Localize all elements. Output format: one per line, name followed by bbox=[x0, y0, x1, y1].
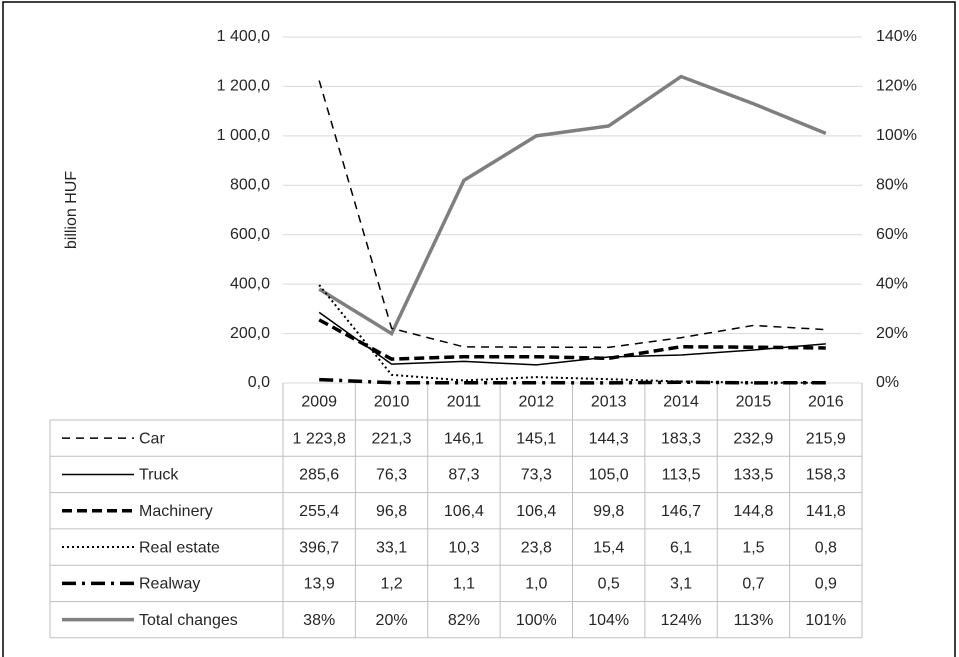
table-value: 87,3 bbox=[448, 467, 479, 484]
x-tick-label: 2016 bbox=[808, 394, 844, 411]
table-value: 1,0 bbox=[525, 576, 547, 593]
table-value: 99,8 bbox=[593, 503, 624, 520]
table-value: 6,1 bbox=[670, 539, 692, 556]
table-value: 101% bbox=[805, 612, 846, 629]
y-tick-label: 400,0 bbox=[230, 275, 270, 292]
x-tick-label: 2012 bbox=[519, 394, 555, 411]
table-value: 1,1 bbox=[453, 576, 475, 593]
table-value: 146,7 bbox=[661, 503, 701, 520]
table-value: 96,8 bbox=[376, 503, 407, 520]
table-value: 215,9 bbox=[806, 430, 846, 447]
y-tick-label: 1 200,0 bbox=[217, 78, 270, 95]
legend-label: Total changes bbox=[139, 612, 238, 629]
table-value: 145,1 bbox=[516, 430, 556, 447]
y2-tick-label: 60% bbox=[876, 226, 908, 243]
y2-tick-label: 120% bbox=[876, 78, 917, 95]
legend-label: Truck bbox=[139, 467, 179, 484]
legend-label: Machinery bbox=[139, 503, 213, 520]
table-value: 144,8 bbox=[733, 503, 773, 520]
table-value: 133,5 bbox=[733, 467, 773, 484]
table-value: 113% bbox=[734, 612, 774, 629]
table-value: 183,3 bbox=[661, 430, 701, 447]
table-value: 146,1 bbox=[444, 430, 484, 447]
y2-tick-label: 100% bbox=[876, 127, 917, 144]
series-line bbox=[318, 74, 827, 337]
table-value: 255,4 bbox=[299, 503, 339, 520]
y2-tick-label: 20% bbox=[876, 325, 908, 342]
table-value: 105,0 bbox=[589, 467, 629, 484]
legend-label: Real estate bbox=[139, 539, 220, 556]
y-tick-label: 200,0 bbox=[230, 325, 270, 342]
x-tick-label: 2015 bbox=[736, 394, 772, 411]
y-tick-label: 600,0 bbox=[230, 226, 270, 243]
table-value: 0,9 bbox=[815, 576, 837, 593]
y-tick-label: 1 000,0 bbox=[217, 127, 270, 144]
table-value: 285,6 bbox=[299, 467, 339, 484]
table-value: 141,8 bbox=[806, 503, 846, 520]
series-line bbox=[318, 318, 826, 361]
table-value: 106,4 bbox=[516, 503, 556, 520]
table-value: 0,5 bbox=[598, 576, 620, 593]
table-value: 15,4 bbox=[593, 539, 624, 556]
series-line bbox=[318, 80, 826, 349]
table-value: 232,9 bbox=[733, 430, 773, 447]
table-value: 1 223,8 bbox=[292, 430, 345, 447]
x-tick-label: 2010 bbox=[374, 394, 410, 411]
table-value: 82% bbox=[448, 612, 480, 629]
y2-tick-label: 140% bbox=[876, 28, 917, 45]
table-value: 23,8 bbox=[521, 539, 552, 556]
x-tick-label: 2011 bbox=[447, 394, 482, 411]
y2-tick-label: 80% bbox=[876, 177, 908, 194]
x-tick-label: 2014 bbox=[663, 394, 699, 411]
table-value: 13,9 bbox=[304, 576, 335, 593]
y-tick-label: 800,0 bbox=[230, 177, 270, 194]
y-tick-label: 1 400,0 bbox=[217, 28, 270, 45]
table-value: 124% bbox=[661, 612, 702, 629]
table-value: 396,7 bbox=[299, 539, 339, 556]
table-value: 221,3 bbox=[372, 430, 412, 447]
table-value: 100% bbox=[516, 612, 557, 629]
x-tick-label: 2013 bbox=[591, 394, 627, 411]
x-tick-label: 2009 bbox=[301, 394, 337, 411]
y2-tick-label: 0% bbox=[876, 374, 899, 391]
table-value: 1,5 bbox=[742, 539, 764, 556]
series-line bbox=[318, 311, 826, 366]
legend-label: Car bbox=[139, 430, 165, 447]
table-value: 10,3 bbox=[448, 539, 479, 556]
legend-label: Realway bbox=[139, 576, 200, 593]
table-value: 38% bbox=[303, 612, 335, 629]
table-value: 104% bbox=[588, 612, 629, 629]
table-value: 1,2 bbox=[380, 576, 402, 593]
table-value: 0,7 bbox=[742, 576, 764, 593]
table-value: 144,3 bbox=[589, 430, 629, 447]
table-value: 113,5 bbox=[662, 467, 701, 484]
table-value: 76,3 bbox=[376, 467, 407, 484]
table-value: 33,1 bbox=[376, 539, 407, 556]
table-value: 106,4 bbox=[444, 503, 484, 520]
table-value: 3,1 bbox=[670, 576, 692, 593]
series-line bbox=[319, 377, 826, 385]
y2-tick-label: 40% bbox=[876, 275, 908, 292]
table-value: 158,3 bbox=[806, 467, 846, 484]
y-axis-title: billion HUF bbox=[63, 171, 80, 249]
table-value: 20% bbox=[376, 612, 408, 629]
y-tick-label: 0,0 bbox=[248, 374, 270, 391]
series-line bbox=[318, 284, 826, 384]
table-value: 0,8 bbox=[815, 539, 837, 556]
table-value: 73,3 bbox=[521, 467, 552, 484]
